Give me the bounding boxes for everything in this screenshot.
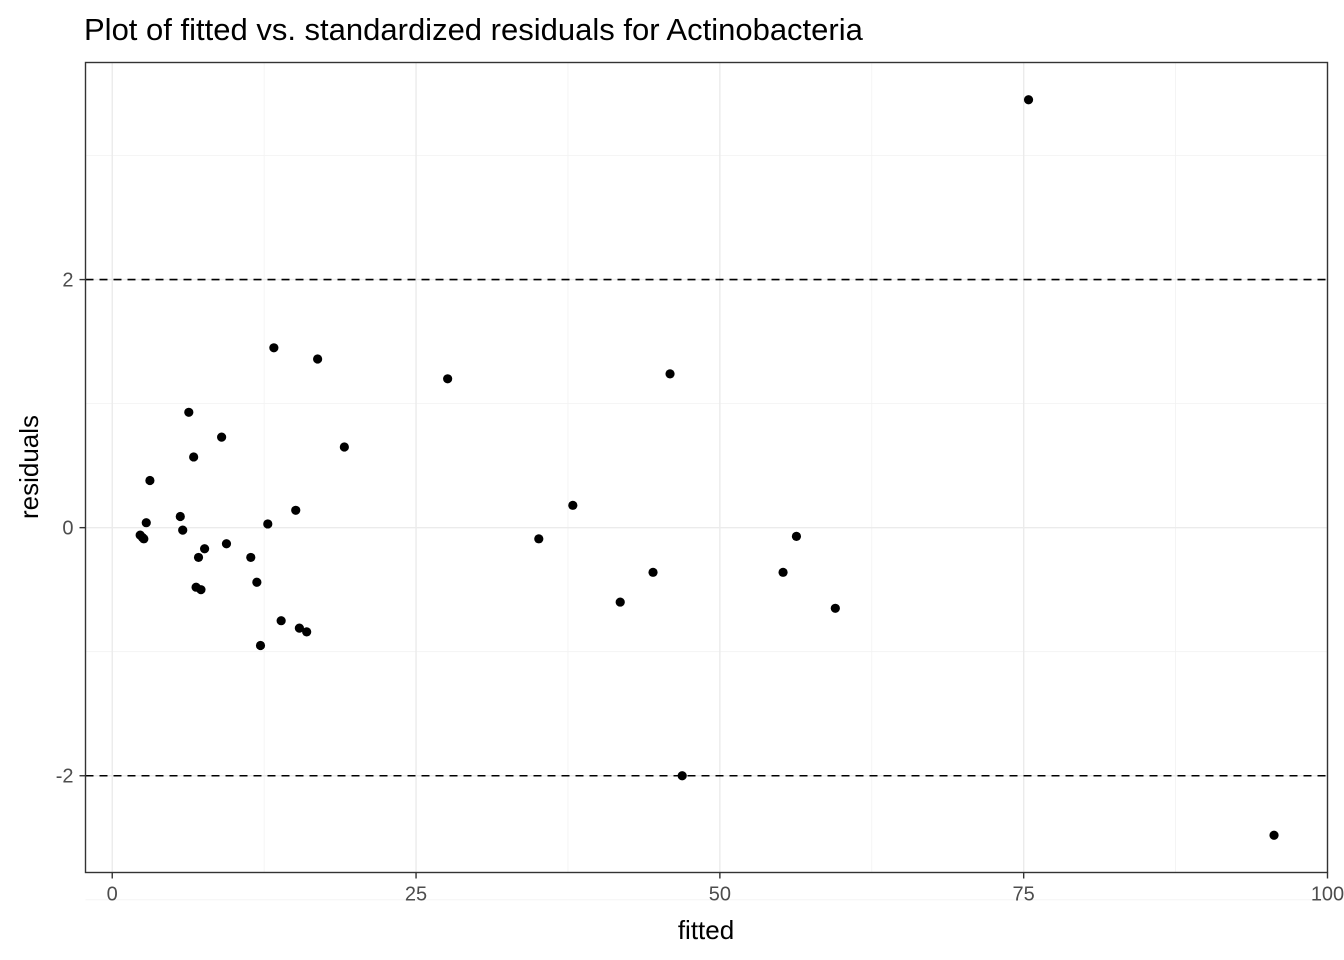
data-point — [1023, 95, 1034, 105]
y-tick-label: -2 — [56, 766, 74, 788]
major-gridlines — [85, 62, 1329, 873]
data-point — [443, 374, 453, 384]
data-point — [175, 511, 185, 522]
data-point — [791, 531, 802, 541]
data-point — [313, 354, 323, 364]
data-point — [534, 534, 544, 544]
y-axis-title: residuals — [14, 415, 44, 519]
data-point — [252, 577, 262, 587]
data-point — [199, 544, 210, 554]
data-point — [302, 627, 312, 637]
data-point — [269, 343, 279, 353]
reference-lines — [85, 278, 1328, 777]
data-point — [294, 623, 304, 633]
data-point — [139, 534, 149, 544]
x-tick-label: 100 — [1311, 884, 1344, 906]
data-point — [246, 552, 256, 563]
data-point — [255, 640, 266, 651]
chart-title: Plot of fitted vs. standardized residual… — [84, 12, 864, 47]
data-point — [193, 552, 204, 563]
data-point — [778, 567, 788, 577]
data-points — [135, 95, 1279, 840]
data-point — [217, 432, 227, 442]
data-point — [196, 585, 206, 595]
x-tick-label: 25 — [405, 884, 427, 906]
x-axis-title: fitted — [678, 915, 734, 945]
x-tick-label: 75 — [1013, 884, 1035, 906]
data-point — [189, 452, 199, 462]
data-point — [178, 525, 188, 535]
data-point — [665, 369, 675, 379]
data-point — [263, 519, 273, 529]
data-point — [276, 616, 286, 626]
data-point — [615, 597, 625, 607]
x-axis-ticks: 0 25 50 75 100 — [107, 872, 1344, 906]
data-point — [830, 603, 840, 613]
x-tick-label: 0 — [107, 884, 118, 906]
data-point — [221, 539, 232, 549]
data-point — [141, 518, 151, 528]
minor-gridlines — [85, 62, 1328, 901]
data-point — [145, 475, 155, 486]
data-point — [1269, 830, 1279, 840]
data-point — [677, 771, 687, 781]
y-axis-ticks: -2 0 2 — [56, 270, 86, 788]
data-point — [568, 500, 578, 510]
y-tick-label: 0 — [62, 518, 73, 540]
plot-panel-border — [84, 61, 1329, 874]
data-point — [339, 442, 349, 452]
data-point — [291, 505, 301, 515]
x-tick-label: 50 — [709, 884, 731, 906]
data-point — [648, 567, 658, 577]
data-point — [184, 407, 194, 417]
y-tick-label: 2 — [62, 270, 73, 292]
